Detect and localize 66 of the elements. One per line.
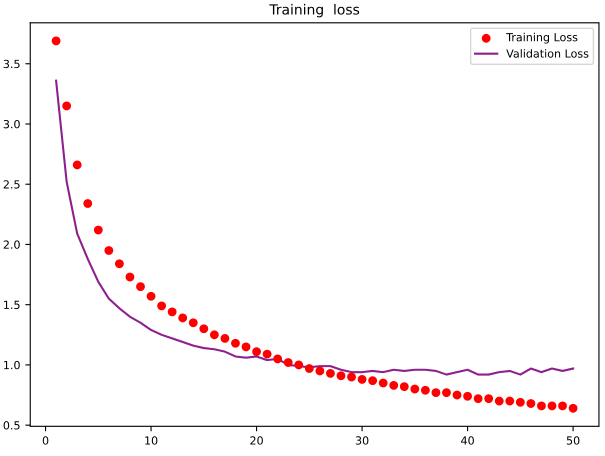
- y-tick-label: 2.0: [4, 240, 20, 249]
- point: [420, 386, 430, 395]
- point: [484, 394, 494, 404]
- point: [463, 392, 472, 401]
- point: [516, 398, 525, 407]
- y-tick-label: 1.5: [4, 300, 20, 310]
- y-tick-label: 2.5: [4, 180, 20, 189]
- x-tick-label: 30: [356, 436, 368, 445]
- point: [284, 358, 293, 367]
- point: [537, 401, 546, 410]
- legend-label: Validation Loss: [506, 49, 588, 58]
- point: [548, 401, 556, 410]
- point: [294, 360, 304, 370]
- point: [273, 354, 282, 364]
- point: [210, 330, 219, 340]
- x-tick-label: 40: [461, 436, 474, 445]
- point: [242, 342, 250, 352]
- point: [326, 368, 335, 378]
- chart-title: Training loss: [269, 4, 360, 18]
- point: [262, 350, 272, 358]
- point: [136, 282, 145, 292]
- point: [188, 318, 198, 328]
- point: [368, 376, 378, 385]
- point: [157, 302, 166, 310]
- point: [432, 388, 440, 398]
- point: [410, 384, 420, 394]
- point: [347, 372, 356, 382]
- point: [199, 324, 208, 334]
- point: [231, 338, 240, 348]
- point: [94, 226, 103, 234]
- point: [52, 36, 60, 46]
- x-tick-label: 50: [566, 436, 580, 445]
- point: [400, 382, 409, 391]
- x-tick-label: 10: [145, 436, 158, 445]
- point: [72, 160, 82, 170]
- point: [146, 292, 156, 301]
- point: [83, 199, 92, 208]
- point: [336, 371, 346, 380]
- point: [115, 259, 124, 268]
- y-tick-label: 3.0: [4, 120, 20, 128]
- x-tick-label: 0: [42, 436, 48, 445]
- point: [494, 396, 504, 406]
- point: [442, 388, 451, 398]
- point: [168, 308, 177, 316]
- point: [378, 378, 388, 388]
- point: [474, 394, 483, 404]
- point: [104, 246, 114, 255]
- point: [220, 334, 230, 343]
- point: [568, 404, 578, 413]
- point: [315, 366, 324, 376]
- x-tick-label: 20: [250, 436, 263, 445]
- point: [252, 347, 261, 356]
- point: [526, 399, 536, 408]
- point: [62, 102, 72, 110]
- point: [358, 374, 366, 384]
- point: [558, 401, 567, 410]
- point: [126, 272, 134, 282]
- point: [389, 381, 398, 390]
- y-tick-label: 3.5: [4, 60, 20, 68]
- point: [505, 396, 514, 406]
- point: [178, 314, 188, 322]
- legend-label: Training Loss: [506, 32, 578, 44]
- point: [452, 390, 462, 400]
- y-tick-label: 1.0: [4, 360, 20, 370]
- y-tick-label: 0.5: [4, 421, 20, 430]
- point: [304, 364, 314, 373]
